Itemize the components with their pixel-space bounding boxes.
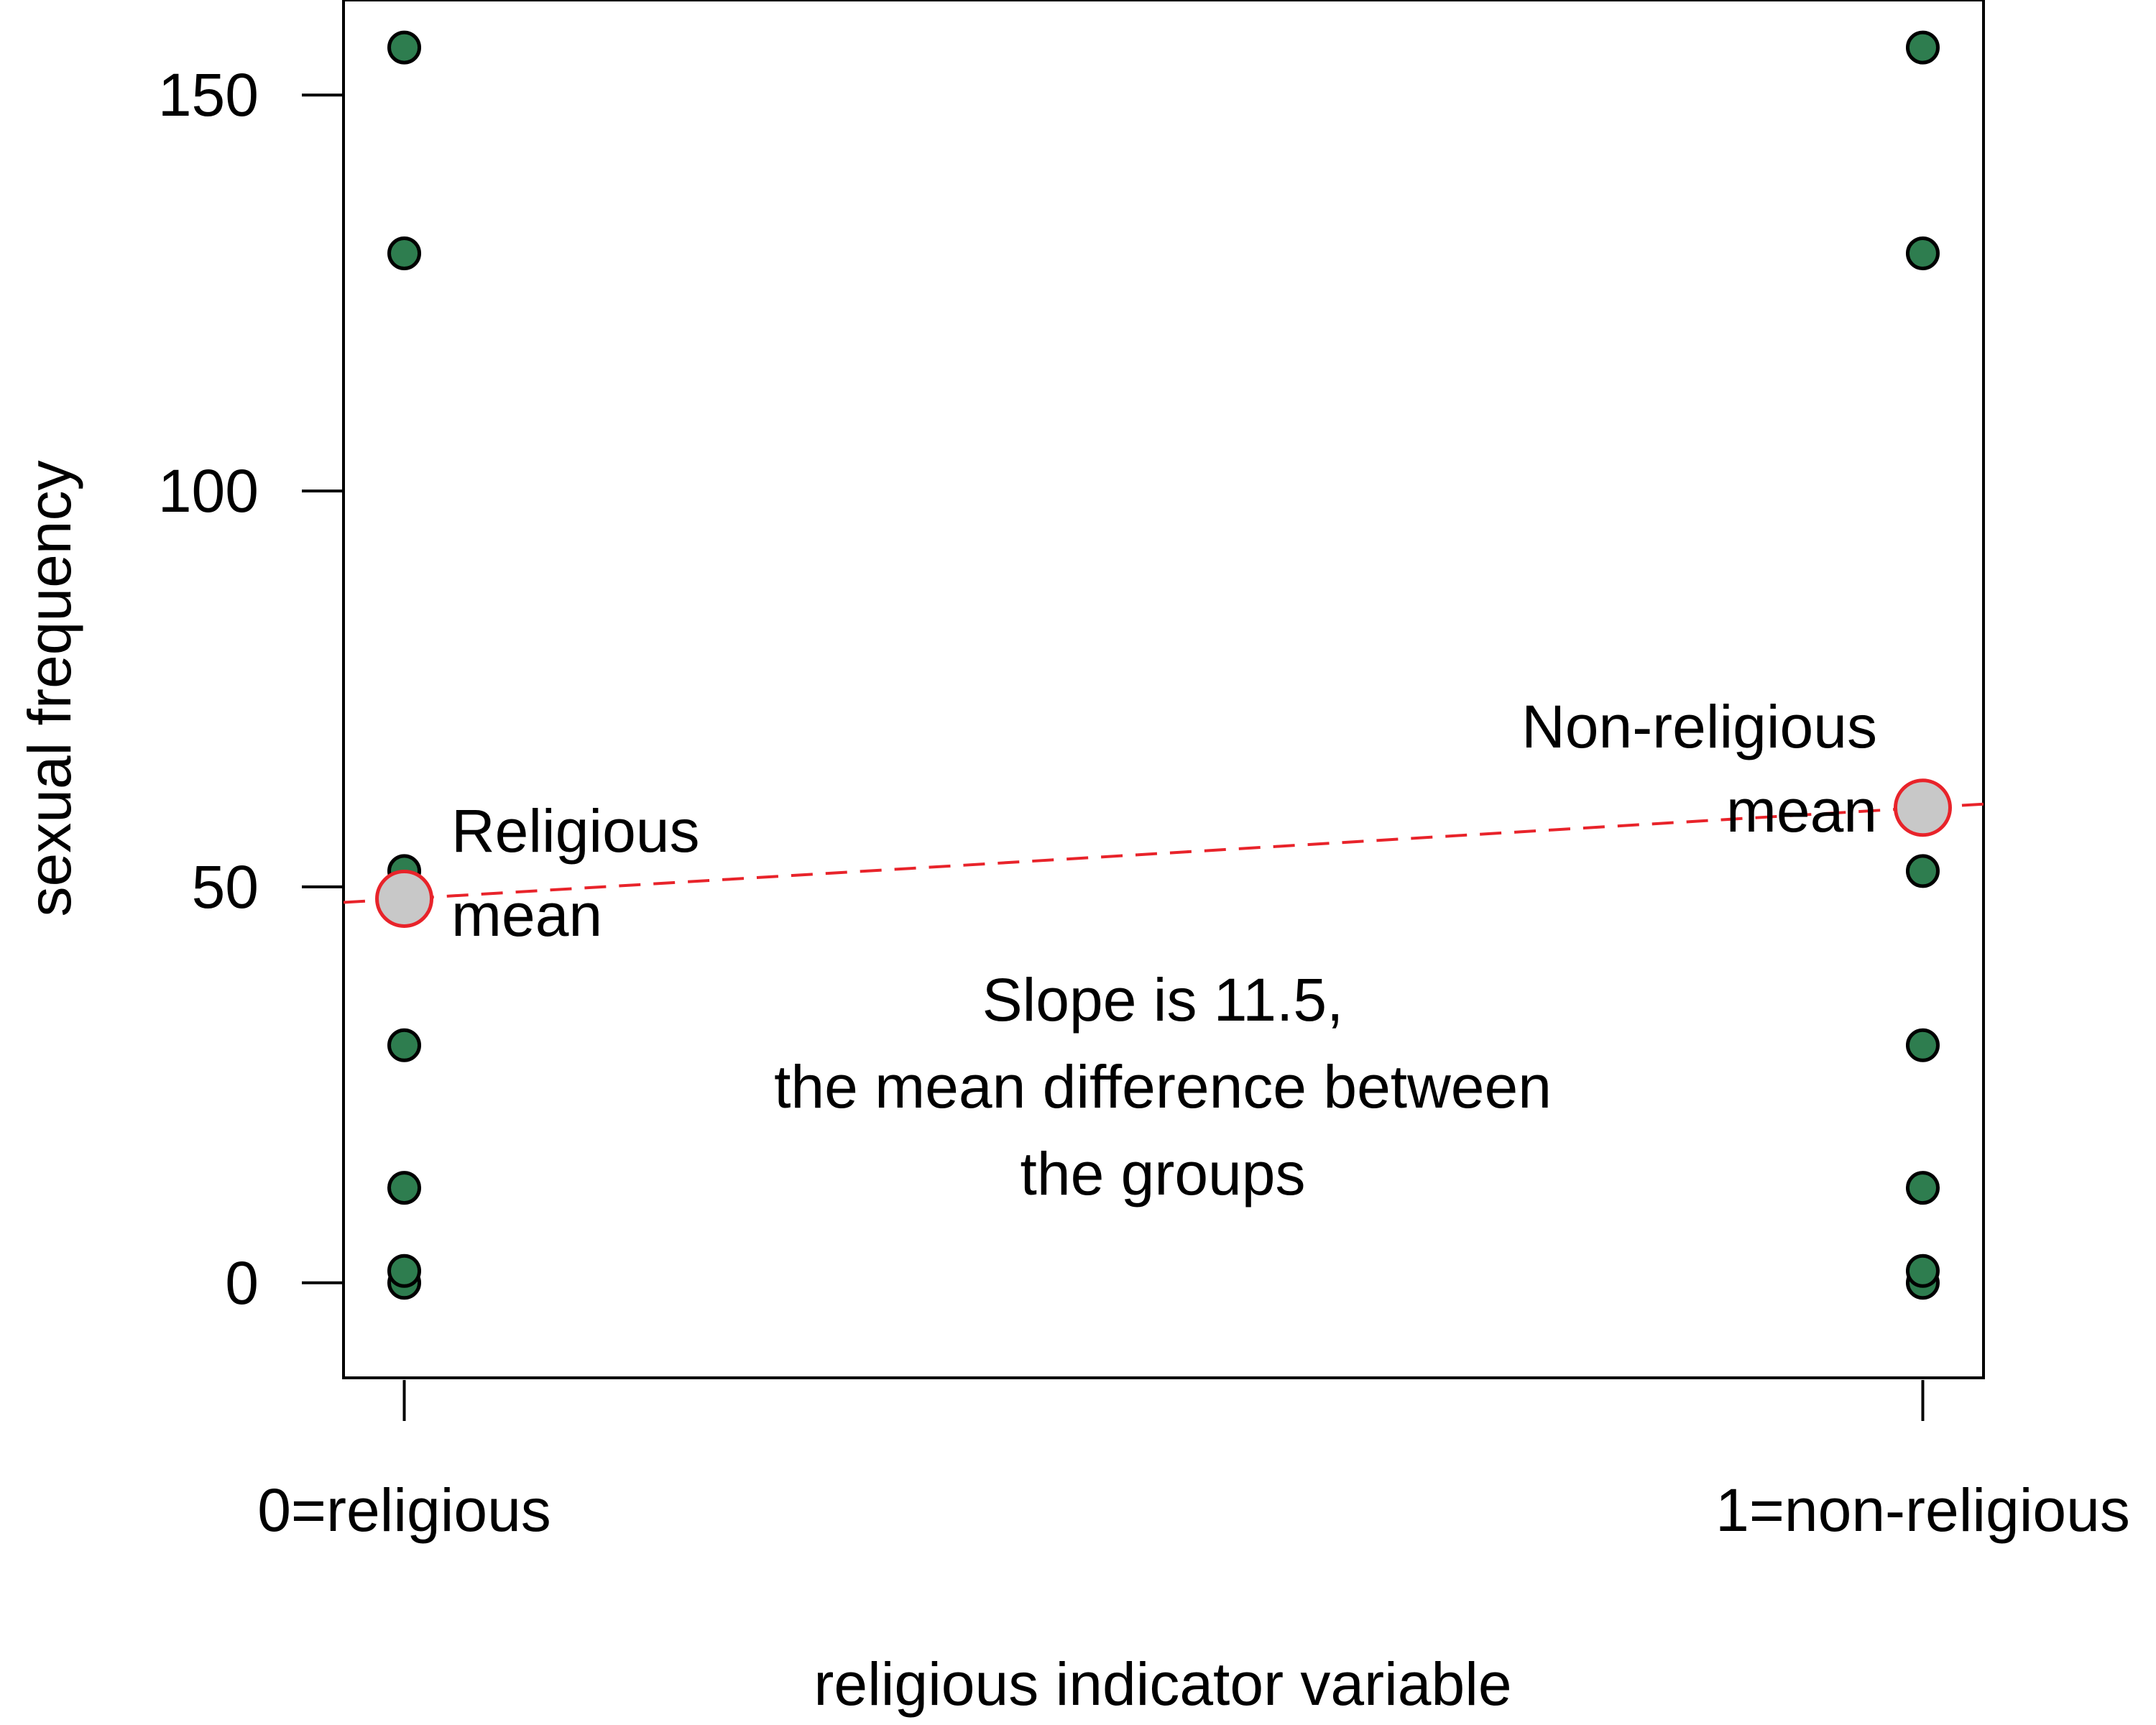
y-tick-label: 50 — [192, 853, 259, 921]
group-mean-label: Non-religious — [1521, 693, 1877, 760]
data-point — [1905, 1254, 1940, 1288]
x-tick-label: 1=non-religious — [1715, 1476, 2130, 1544]
group-mean-label: mean — [451, 881, 602, 949]
group-mean-label: mean — [1726, 777, 1877, 845]
slope-annotation: the groups — [1021, 1140, 1306, 1208]
data-point — [387, 1171, 422, 1205]
y-axis: 0 50 100 150 — [158, 61, 344, 1317]
slope-annotation: Slope is 11.5, — [982, 966, 1344, 1034]
data-point — [1905, 236, 1940, 271]
y-tick-label: 0 — [225, 1249, 259, 1317]
data-point — [1905, 1171, 1940, 1205]
data-point — [387, 1028, 422, 1062]
plot-frame — [342, 0, 1985, 1379]
group-mean-marker — [375, 869, 434, 928]
data-point — [387, 1254, 422, 1288]
group-means: Religious mean Non-religious mean — [375, 693, 1952, 949]
data-point — [1905, 854, 1940, 888]
y-tick-label: 150 — [158, 61, 259, 129]
y-tick-label: 100 — [158, 457, 259, 525]
group-mean-marker — [1893, 778, 1952, 837]
x-tick-label: 0=religious — [257, 1476, 551, 1544]
data-point — [387, 30, 422, 65]
slope-annotation: the mean difference between — [774, 1053, 1552, 1121]
group-mean-label: Religious — [451, 797, 700, 865]
data-point — [387, 236, 422, 271]
x-axis-label: religious indicator variable — [814, 1650, 1511, 1718]
data-point — [1905, 30, 1940, 65]
x-axis: 0=religious 1=non-religious — [257, 1380, 2130, 1544]
data-points — [387, 30, 1940, 1300]
data-point — [1905, 1028, 1940, 1062]
y-axis-label: sexual frequency — [16, 460, 83, 916]
annotations: Slope is 11.5, the mean difference betwee… — [774, 966, 1552, 1208]
